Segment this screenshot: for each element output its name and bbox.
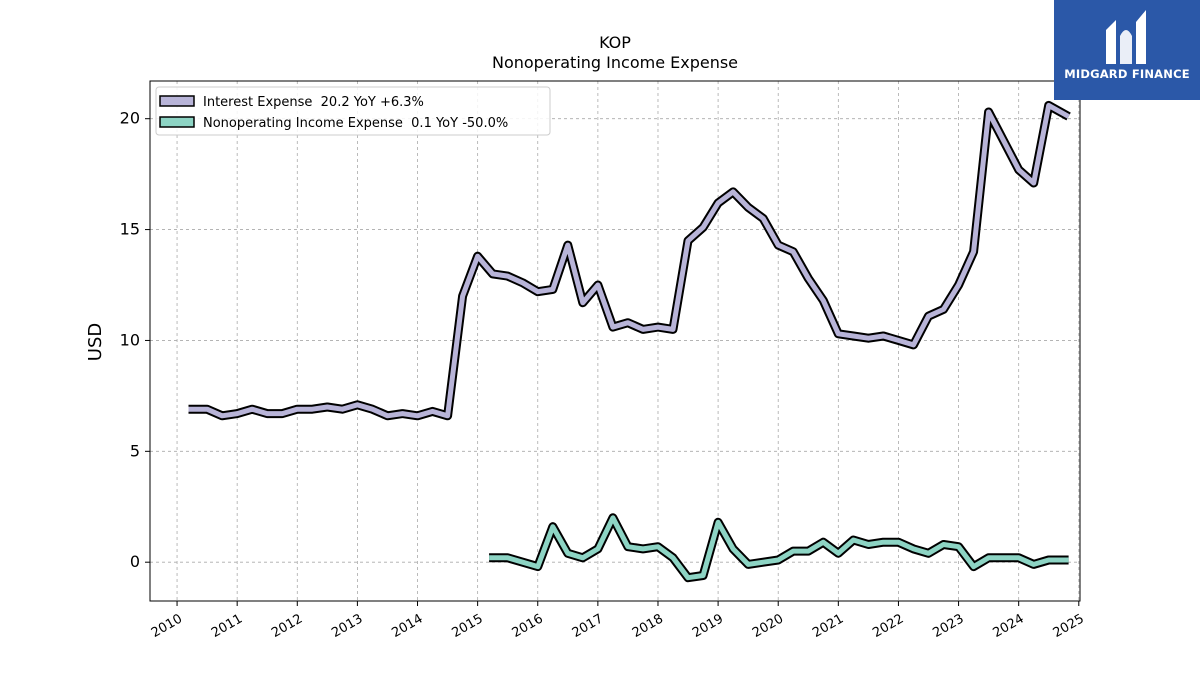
y-tick-label: 20 — [120, 109, 140, 128]
legend: Interest Expense 20.2 YoY +6.3% Nonoperat… — [155, 86, 551, 136]
legend-label-2: Nonoperating Income Expense 0.1 YoY -50.… — [203, 116, 508, 131]
legend-swatch-1 — [159, 95, 195, 107]
x-tick-label: 2014 — [389, 611, 425, 641]
axis-ticks: 2010 2011 2012 2013 2014 2015 2016 2017 2018 2019… — [120, 109, 1087, 641]
series-lines — [188, 100, 1071, 583]
chart-title: KOP — [599, 33, 631, 52]
x-tick-label: 2022 — [870, 611, 906, 641]
x-tick-label: 2020 — [750, 611, 786, 641]
x-tick-label: 2015 — [449, 611, 485, 641]
midgard-logo-icon — [1106, 10, 1146, 64]
x-tick-label: 2017 — [570, 611, 606, 641]
y-tick-label: 10 — [120, 330, 140, 349]
x-tick-label: 2024 — [991, 611, 1027, 641]
x-tick-label: 2021 — [810, 611, 846, 641]
series-line-2 — [489, 515, 1069, 581]
plot-frame — [149, 80, 1081, 602]
y-axis-label: USD — [85, 323, 106, 361]
y-tick-label: 5 — [130, 441, 140, 460]
y-tick-label: 15 — [120, 220, 140, 239]
x-tick-label: 2025 — [1051, 611, 1087, 641]
x-tick-label: 2011 — [209, 611, 245, 641]
x-tick-label: 2012 — [269, 611, 305, 641]
legend-label-1: Interest Expense 20.2 YoY +6.3% — [203, 95, 424, 110]
series-line-outline-2 — [489, 513, 1069, 583]
y-tick-label: 0 — [130, 552, 140, 571]
x-tick-label: 2016 — [510, 611, 546, 641]
brand-logo: MIDGARD FINANCE — [1054, 0, 1200, 100]
brand-logo-text: MIDGARD FINANCE — [1064, 67, 1190, 81]
x-tick-label: 2023 — [930, 611, 966, 641]
legend-swatch-2 — [159, 116, 195, 128]
x-tick-label: 2013 — [329, 611, 365, 641]
series-line-1 — [188, 102, 1070, 419]
x-tick-label: 2019 — [690, 611, 726, 641]
x-tick-label: 2010 — [149, 611, 185, 641]
chart-subtitle: Nonoperating Income Expense — [492, 53, 738, 72]
x-tick-label: 2018 — [630, 611, 666, 641]
series-line-outline-1 — [188, 100, 1071, 421]
legend-box — [155, 86, 551, 136]
